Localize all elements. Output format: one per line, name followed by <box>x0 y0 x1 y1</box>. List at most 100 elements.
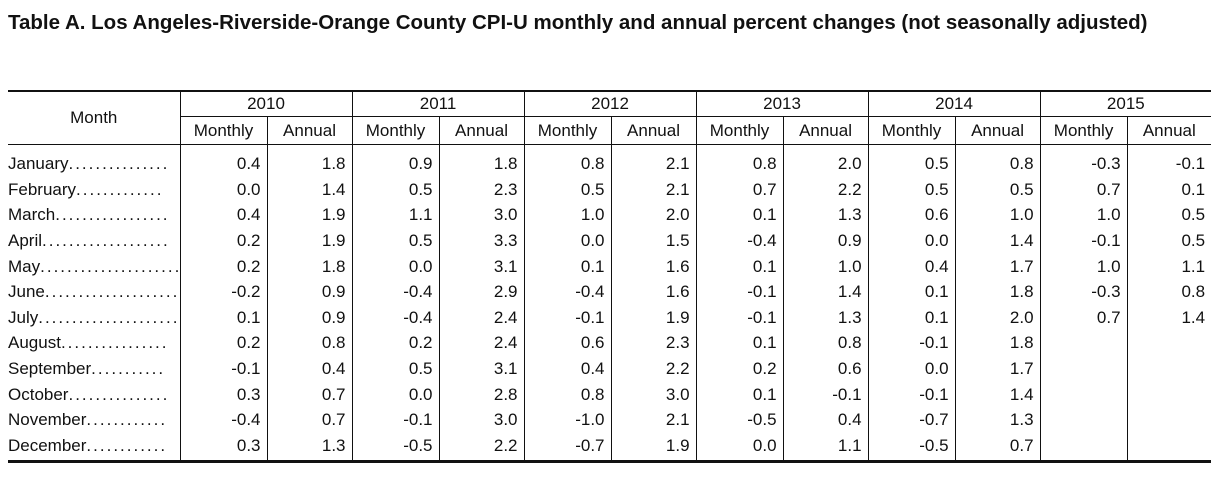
table-row: September........... -0.1 0.4 0.5 3.1 0.4 2.2 0… <box>8 355 1212 382</box>
month-cell: September........... <box>8 356 180 382</box>
monthly-value-cell: 0.2 <box>695 355 784 382</box>
annual-value-cell: 3.0 <box>610 381 697 407</box>
annual-value-cell: 1.4 <box>954 227 1041 254</box>
annual-value-cell: 1.4 <box>782 278 869 305</box>
annual-value-cell: 0.9 <box>782 227 869 254</box>
annual-value-cell: 0.5 <box>1126 202 1212 228</box>
annual-header: Annual <box>266 116 353 145</box>
monthly-value-cell: 1.0 <box>1039 253 1128 279</box>
monthly-value-cell: -0.4 <box>523 278 612 305</box>
month-label: September <box>8 359 92 379</box>
month-label: May <box>8 256 41 276</box>
annual-value-cell: 1.8 <box>954 330 1041 356</box>
annual-value-cell: 0.8 <box>782 330 869 356</box>
annual-value-cell: 2.0 <box>954 304 1041 331</box>
annual-value-cell: 1.3 <box>782 304 869 331</box>
table-row: February............. 0.0 1.4 0.5 2.3 0.5 2.1 0… <box>8 176 1212 203</box>
leader-dots: ............... <box>68 384 170 404</box>
monthly-value-cell: -0.1 <box>695 278 784 305</box>
year-header-row: Month 2010 2011 2012 2013 2014 2015 <box>8 90 1212 145</box>
annual-value-cell: 0.9 <box>266 304 353 331</box>
annual-value-cell: 2.8 <box>438 381 525 407</box>
month-label: March <box>8 205 56 225</box>
annual-value-cell: 1.4 <box>954 381 1041 407</box>
year-header: 2015 <box>1039 90 1212 117</box>
table-row: December............ 0.3 1.3 -0.5 2.2 -0.7 1.9… <box>8 432 1212 464</box>
month-cell: April................... <box>8 228 180 254</box>
monthly-value-cell: 1.0 <box>523 202 612 228</box>
annual-value-cell: 1.6 <box>610 253 697 279</box>
leader-dots: ................. <box>55 205 170 225</box>
monthly-value-cell: -0.5 <box>867 432 956 464</box>
monthly-value-cell: -1.0 <box>523 406 612 433</box>
annual-value-cell: 1.8 <box>266 253 353 279</box>
table-row: August................ 0.2 0.8 0.2 2.4 0.6 2.3… <box>8 330 1212 356</box>
monthly-value-cell <box>1039 330 1128 356</box>
monthly-value-cell: 0.8 <box>523 381 612 407</box>
monthly-header: Monthly <box>1039 116 1128 145</box>
annual-header: Annual <box>438 116 525 145</box>
annual-value-cell: 2.9 <box>438 278 525 305</box>
annual-value-cell: 0.7 <box>266 406 353 433</box>
monthly-header: Monthly <box>695 116 784 145</box>
monthly-value-cell: 0.5 <box>351 355 440 382</box>
monthly-value-cell: 0.1 <box>695 253 784 279</box>
leader-dots: ............ <box>86 435 168 455</box>
annual-value-cell: -0.1 <box>1126 144 1212 177</box>
monthly-value-cell: -0.7 <box>867 406 956 433</box>
monthly-value-cell: 0.1 <box>523 253 612 279</box>
monthly-value-cell: 0.4 <box>867 253 956 279</box>
annual-value-cell <box>1126 330 1212 356</box>
annual-value-cell <box>1126 355 1212 382</box>
monthly-value-cell: 0.1 <box>867 278 956 305</box>
year-header: 2010 <box>179 90 353 117</box>
annual-header: Annual <box>782 116 869 145</box>
table-row: June.................... -0.2 0.9 -0.4 2.9 -0… <box>8 278 1212 305</box>
monthly-value-cell <box>1039 406 1128 433</box>
monthly-value-cell: 0.6 <box>523 330 612 356</box>
monthly-value-cell: 0.4 <box>523 355 612 382</box>
monthly-value-cell: 0.5 <box>523 176 612 203</box>
year-header: 2013 <box>695 90 869 117</box>
monthly-value-cell: -0.1 <box>351 406 440 433</box>
annual-value-cell: 1.5 <box>610 227 697 254</box>
annual-value-cell: 0.7 <box>266 381 353 407</box>
annual-value-cell: 0.8 <box>266 330 353 356</box>
year-header: 2014 <box>867 90 1041 117</box>
annual-value-cell: 0.8 <box>1126 278 1212 305</box>
monthly-value-cell: -0.4 <box>179 406 267 433</box>
annual-value-cell: 1.7 <box>954 253 1041 279</box>
annual-value-cell: 2.0 <box>782 144 869 177</box>
monthly-value-cell: 0.1 <box>695 202 784 228</box>
monthly-value-cell: 0.0 <box>695 432 784 464</box>
annual-value-cell: 1.9 <box>610 432 697 464</box>
subheader-row: Monthly Annual Monthly Annual Monthly An… <box>8 116 1212 145</box>
annual-value-cell: 1.9 <box>266 202 353 228</box>
monthly-value-cell: 0.5 <box>351 227 440 254</box>
monthly-value-cell: -0.7 <box>523 432 612 464</box>
annual-value-cell: 2.1 <box>610 144 697 177</box>
annual-header: Annual <box>610 116 697 145</box>
monthly-value-cell: 0.0 <box>867 227 956 254</box>
annual-value-cell: 2.4 <box>438 304 525 331</box>
annual-value-cell: 3.3 <box>438 227 525 254</box>
annual-value-cell: 0.6 <box>782 355 869 382</box>
month-label: July <box>8 307 39 327</box>
monthly-value-cell: 0.3 <box>179 381 267 407</box>
annual-value-cell: 0.9 <box>266 278 353 305</box>
table-row: May...................... 0.2 1.8 0.0 3.1 0.1… <box>8 253 1212 279</box>
leader-dots: ..................... <box>38 307 180 327</box>
monthly-value-cell: -0.3 <box>1039 144 1128 177</box>
monthly-value-cell: 0.1 <box>695 381 784 407</box>
monthly-value-cell: 0.5 <box>351 176 440 203</box>
leader-dots: ............... <box>68 154 170 174</box>
month-cell: August................ <box>8 330 180 356</box>
monthly-value-cell: 0.0 <box>867 355 956 382</box>
annual-value-cell <box>1126 432 1212 464</box>
annual-value-cell: 2.2 <box>610 355 697 382</box>
monthly-value-cell: 0.7 <box>695 176 784 203</box>
monthly-value-cell: -0.4 <box>351 304 440 331</box>
month-cell: January............... <box>8 145 180 177</box>
annual-value-cell: 0.5 <box>1126 227 1212 254</box>
month-cell: May...................... <box>8 253 180 279</box>
